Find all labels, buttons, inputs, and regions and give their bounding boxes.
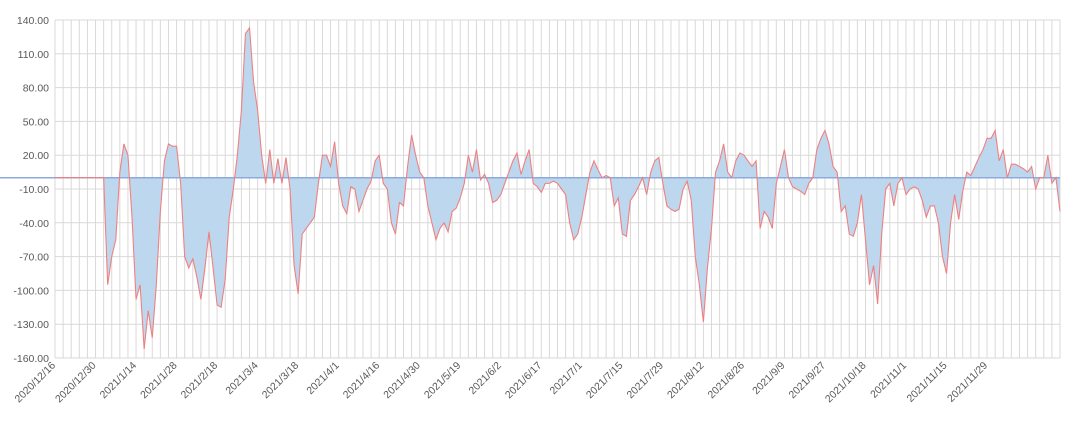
x-tick-label: 2021/2/18 [179, 360, 221, 402]
x-tick-label: 2021/7/29 [624, 360, 666, 402]
x-tick-label: 2021/9/27 [787, 360, 829, 402]
y-tick-label: 80.00 [23, 83, 49, 95]
x-tick-label: 2021/4/16 [341, 360, 383, 402]
x-tick-label: 2021/8/12 [665, 360, 707, 402]
x-tick-label: 2021/3/4 [223, 360, 260, 397]
x-tick-label: 2021/11/15 [905, 360, 950, 405]
x-tick-label: 2021/7/15 [584, 360, 626, 402]
x-tick-label: 2021/3/18 [260, 360, 302, 402]
x-tick-label: 2021/11/29 [945, 360, 990, 405]
x-tick-label: 2021/5/19 [422, 360, 464, 402]
x-tick-label: 2021/1/14 [98, 360, 140, 402]
x-tick-label: 2020/12/16 [12, 360, 58, 406]
y-tick-label: -10.00 [19, 184, 49, 196]
x-tick-label: 2021/7/1 [548, 360, 585, 397]
x-tick-label: 2021/8/26 [706, 360, 748, 402]
y-tick-label: 110.00 [18, 49, 49, 61]
x-tick-label: 2021/4/30 [381, 360, 423, 402]
y-tick-label: -130.00 [13, 319, 49, 331]
horizontal-gridlines [55, 19, 1060, 359]
x-tick-label: 2020/12/30 [53, 360, 99, 406]
y-tick-label: -40.00 [19, 218, 49, 230]
y-tick-label: -100.00 [13, 285, 49, 297]
y-tick-label: -70.00 [19, 252, 49, 264]
x-tick-label: 2021/6/17 [503, 360, 545, 402]
x-tick-label: 2021/11/1 [868, 360, 909, 401]
area-fill [55, 27, 1060, 349]
x-tick-label: 2021/6/2 [467, 360, 504, 397]
y-tick-label: -160.00 [13, 353, 49, 365]
y-tick-label: 50.00 [23, 116, 49, 128]
x-tick-label: 2021/9/9 [750, 360, 787, 397]
line-layer [0, 26, 1061, 350]
y-tick-label: 140.00 [17, 15, 49, 27]
y-axis-ticks: 140.00 110.00 80.00 50.00 20.00 -10.00 -40.00 -… [13, 15, 49, 365]
x-tick-label: 2021/1/28 [138, 360, 180, 402]
x-tick-label: 2021/4/1 [304, 360, 341, 397]
y-tick-label: 20.00 [23, 150, 49, 162]
area-layer [55, 27, 1060, 349]
x-tick-label: 2021/10/18 [823, 360, 869, 406]
